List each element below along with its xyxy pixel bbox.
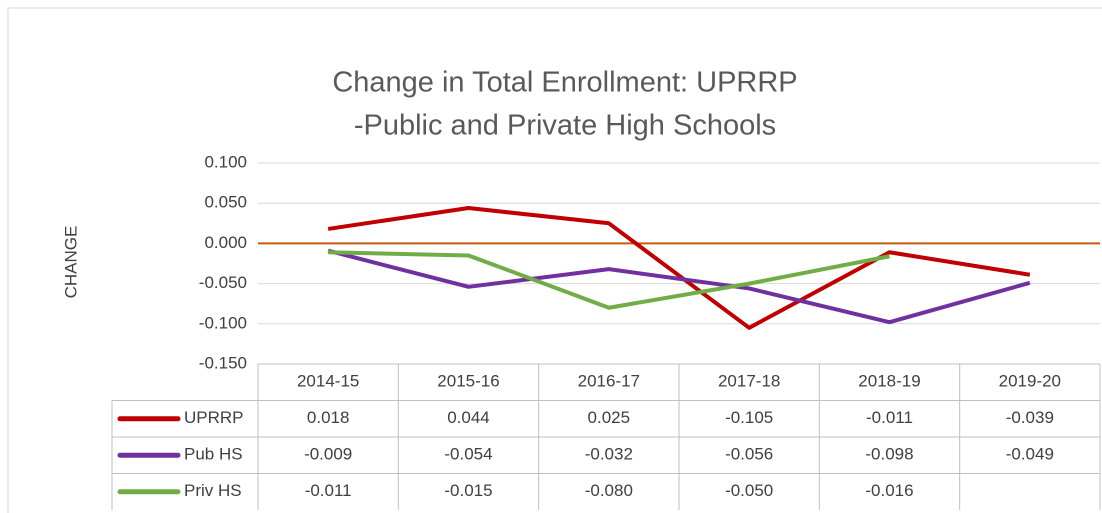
table-value: -0.080 bbox=[585, 481, 633, 500]
table-value: -0.098 bbox=[865, 445, 913, 464]
x-tick-label: 2015-16 bbox=[437, 372, 499, 391]
x-tick-label: 2019-20 bbox=[999, 372, 1061, 391]
table-value: 0.025 bbox=[588, 408, 631, 427]
chart-border bbox=[7, 7, 1102, 513]
legend-label: Pub HS bbox=[184, 445, 243, 464]
y-tick-label: -0.150 bbox=[199, 353, 247, 372]
y-tick-label: 0.000 bbox=[204, 233, 247, 252]
table-value: -0.015 bbox=[444, 481, 492, 500]
y-tick-label: -0.050 bbox=[199, 273, 247, 292]
x-tick-label: 2017-18 bbox=[718, 372, 780, 391]
legend-label: Priv HS bbox=[184, 481, 242, 500]
legend-label: UPRRP bbox=[184, 408, 244, 427]
table-value: -0.049 bbox=[1006, 445, 1054, 464]
data-line bbox=[328, 250, 890, 310]
y-tick-label: 0.100 bbox=[204, 152, 247, 171]
x-tick-label: 2016-17 bbox=[578, 372, 640, 391]
table-value: -0.054 bbox=[444, 445, 492, 464]
table-value: -0.011 bbox=[305, 481, 352, 500]
table-value: -0.056 bbox=[725, 445, 773, 464]
table-value: -0.039 bbox=[1006, 408, 1054, 427]
table-value: -0.009 bbox=[304, 445, 352, 464]
table-value: -0.016 bbox=[865, 481, 913, 500]
data-line bbox=[327, 248, 1031, 325]
table-value: -0.050 bbox=[725, 481, 773, 500]
data-line bbox=[327, 206, 1031, 330]
chart-title: -Public and Private High Schools bbox=[354, 110, 776, 142]
table-value: 0.044 bbox=[447, 408, 490, 427]
x-tick-label: 2014-15 bbox=[297, 372, 359, 391]
table-value: 0.018 bbox=[307, 408, 350, 427]
chart-title: Change in Total Enrollment: UPRRP bbox=[332, 67, 797, 99]
x-tick-label: 2018-19 bbox=[858, 372, 920, 391]
table-value: -0.011 bbox=[866, 408, 913, 427]
y-tick-label: -0.100 bbox=[199, 313, 247, 332]
table-value: -0.105 bbox=[725, 408, 773, 427]
table-value: -0.032 bbox=[585, 445, 633, 464]
y-tick-label: 0.050 bbox=[204, 193, 247, 212]
y-axis-label: CHANGE bbox=[61, 226, 80, 299]
